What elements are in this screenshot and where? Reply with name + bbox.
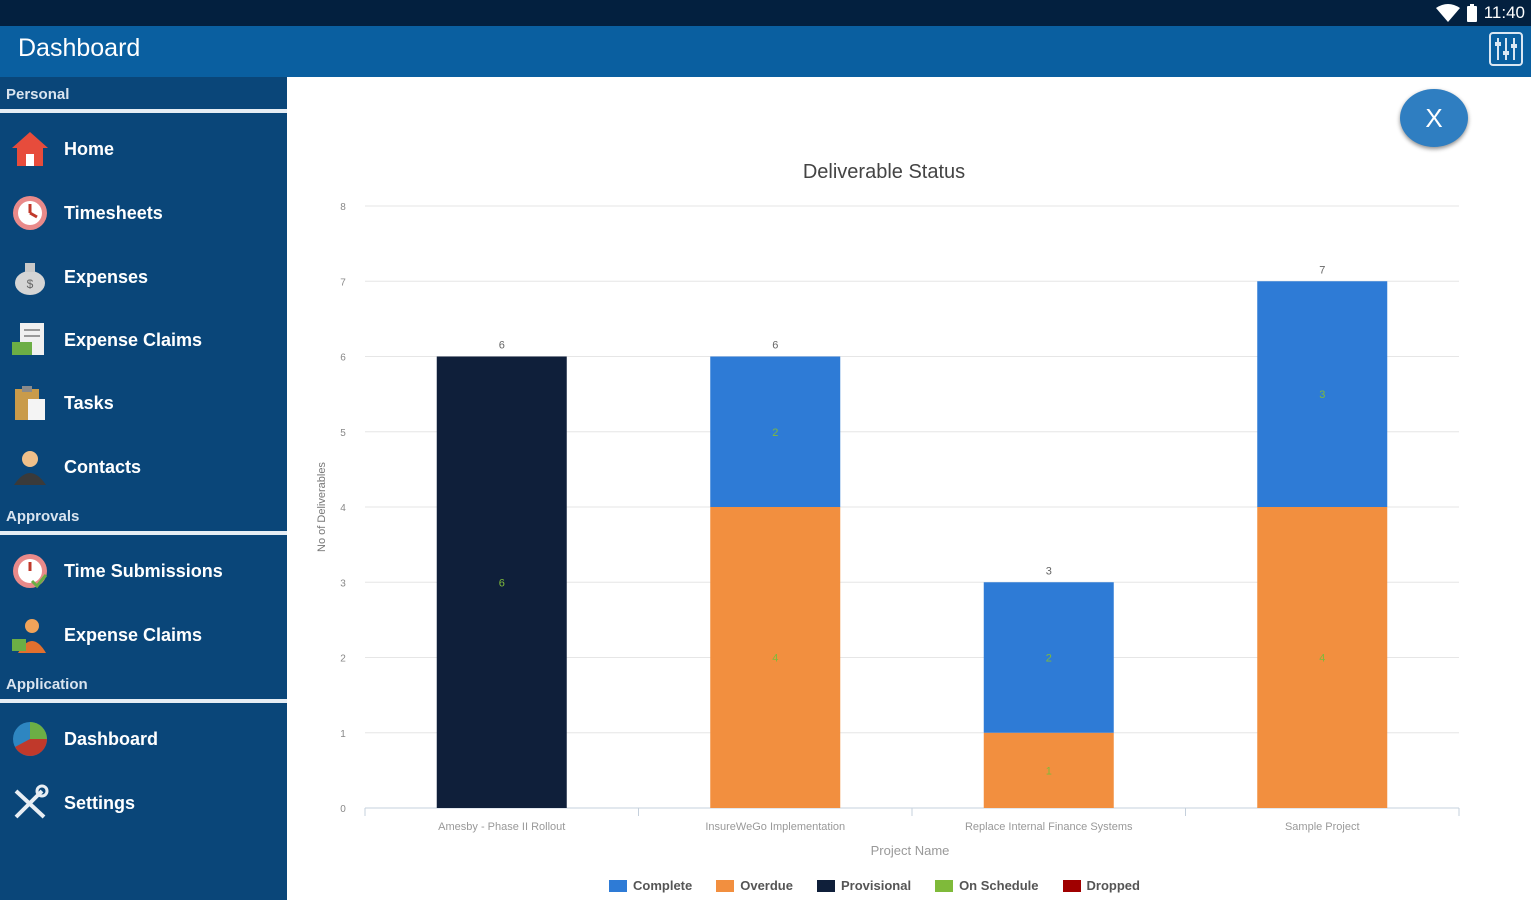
- y-tick-label: 0: [340, 804, 346, 815]
- home-icon: [12, 132, 48, 166]
- chart-ylabel: No of Deliverables: [316, 462, 328, 552]
- total-label: 7: [1319, 264, 1325, 276]
- sidebar-item-label: Timesheets: [64, 202, 163, 223]
- legend-label: Overdue: [740, 878, 793, 893]
- app-title: Dashboard: [18, 34, 141, 62]
- legend-item-provisional: Provisional: [816, 878, 912, 893]
- money-bag-icon: $: [15, 263, 45, 295]
- sidebar-item-expense-claims[interactable]: Expense Claims: [0, 310, 287, 370]
- bar-provisional: [436, 356, 567, 808]
- legend-swatch: [816, 879, 835, 892]
- main-content: X Deliverable Status 0 1 2 3 4 5 6 7 8 6 6 Amesby -…: [287, 77, 1531, 900]
- sidebar-item-expense-claims-approval[interactable]: Expense Claims: [0, 605, 287, 665]
- legend-item-overdue: Overdue: [716, 878, 793, 893]
- section-header-approvals: Approvals: [0, 499, 287, 535]
- x-tick-label: Sample Project: [1285, 821, 1360, 833]
- y-tick-label: 4: [340, 503, 346, 514]
- sidebar-item-label: Tasks: [64, 392, 114, 413]
- legend-item-on-schedule: On Schedule: [935, 878, 1039, 893]
- total-label: 6: [499, 340, 505, 352]
- battery-icon: [1466, 4, 1477, 22]
- claim-document-icon: [12, 323, 44, 355]
- sidebar-item-label: Expenses: [64, 266, 149, 287]
- data-label: 3: [1319, 389, 1325, 401]
- bar-overdue: [983, 732, 1114, 808]
- legend-item-complete: Complete: [609, 878, 692, 893]
- approval-person-icon: [12, 619, 46, 653]
- section-header-application: Application: [0, 667, 287, 703]
- section-header-personal: Personal: [0, 77, 287, 113]
- legend-swatch: [609, 879, 627, 892]
- wifi-icon: [1435, 4, 1460, 22]
- sidebar-item-label: Expense Claims: [64, 329, 203, 350]
- y-tick-label: 7: [340, 277, 346, 288]
- status-time: 11:40: [1483, 3, 1525, 22]
- close-button[interactable]: X: [1400, 89, 1468, 147]
- sidebar-item-label: Dashboard: [64, 728, 159, 749]
- clipboard-icon: [15, 386, 45, 420]
- svg-text:$: $: [27, 277, 34, 291]
- y-tick-label: 8: [340, 202, 346, 213]
- sidebar-item-time-submissions[interactable]: Time Submissions: [0, 541, 287, 601]
- sidebar-item-home[interactable]: Home: [0, 119, 287, 179]
- clock-check-icon: [13, 554, 48, 589]
- bar-complete: [710, 356, 841, 507]
- person-icon: [14, 451, 46, 485]
- y-tick-label: 2: [340, 654, 346, 665]
- sidebar-item-expenses[interactable]: $ Expenses: [0, 247, 287, 307]
- sidebar-item-label: Settings: [64, 792, 136, 813]
- legend-swatch: [935, 879, 954, 892]
- sidebar-item-tasks[interactable]: Tasks: [0, 373, 287, 433]
- deliverable-status-chart: Deliverable Status 0 1 2 3 4 5 6 7 8 6 6 Amesby - P…: [316, 161, 1460, 858]
- total-label: 3: [1046, 565, 1052, 577]
- x-tick-label: Replace Internal Finance Systems: [965, 821, 1133, 833]
- bar-overdue: [710, 507, 841, 808]
- data-label: 6: [499, 577, 505, 589]
- data-label: 1: [1046, 765, 1052, 777]
- legend-swatch: [716, 879, 735, 892]
- bar-complete: [983, 582, 1114, 733]
- legend-item-dropped: Dropped: [1062, 878, 1140, 893]
- sidebar-item-dashboard[interactable]: Dashboard: [0, 709, 287, 769]
- legend-swatch: [1062, 879, 1081, 892]
- total-label: 6: [772, 340, 778, 352]
- data-label: 2: [772, 427, 778, 439]
- app-bar: Dashboard: [0, 26, 1531, 77]
- clock-icon: [13, 196, 47, 230]
- legend-label: Complete: [633, 878, 693, 893]
- sidebar-item-label: Contacts: [64, 456, 142, 477]
- chart-legend: Complete Overdue Provisional On Schedule…: [609, 878, 1140, 893]
- legend-label: On Schedule: [959, 878, 1039, 893]
- y-tick-label: 3: [340, 578, 346, 589]
- status-bar: 11:40: [0, 0, 1531, 26]
- legend-label: Dropped: [1086, 878, 1140, 893]
- pie-chart-icon: [13, 722, 47, 756]
- sidebar-item-label: Time Submissions: [64, 560, 223, 581]
- sidebar-item-label: Home: [64, 138, 115, 159]
- sidebar-item-timesheets[interactable]: Timesheets: [0, 183, 287, 243]
- legend-label: Provisional: [840, 878, 912, 893]
- x-tick-label: Amesby - Phase II Rollout: [438, 821, 565, 833]
- status-icons: 11:40: [1435, 3, 1525, 23]
- data-label: 4: [772, 653, 778, 665]
- x-tick-label: InsureWeGo Implementation: [705, 821, 845, 833]
- tools-icon: [14, 784, 49, 819]
- sidebar-item-label: Expense Claims: [64, 624, 203, 645]
- y-tick-label: 6: [340, 353, 346, 364]
- filter-settings-icon[interactable]: [1489, 32, 1523, 66]
- sidebar-item-contacts[interactable]: Contacts: [0, 437, 287, 497]
- chart-xlabel: Project Name: [871, 843, 950, 858]
- bar-overdue: [1257, 507, 1388, 808]
- chart-title: Deliverable Status: [803, 161, 965, 183]
- data-label: 4: [1319, 653, 1325, 665]
- sidebar-item-settings[interactable]: Settings: [0, 773, 287, 833]
- bar-complete: [1257, 281, 1388, 507]
- y-tick-label: 1: [340, 729, 346, 740]
- y-tick-label: 5: [340, 428, 346, 439]
- sidebar: Personal Home Timesheets $ Expenses Expe…: [0, 77, 287, 900]
- data-label: 2: [1046, 653, 1052, 665]
